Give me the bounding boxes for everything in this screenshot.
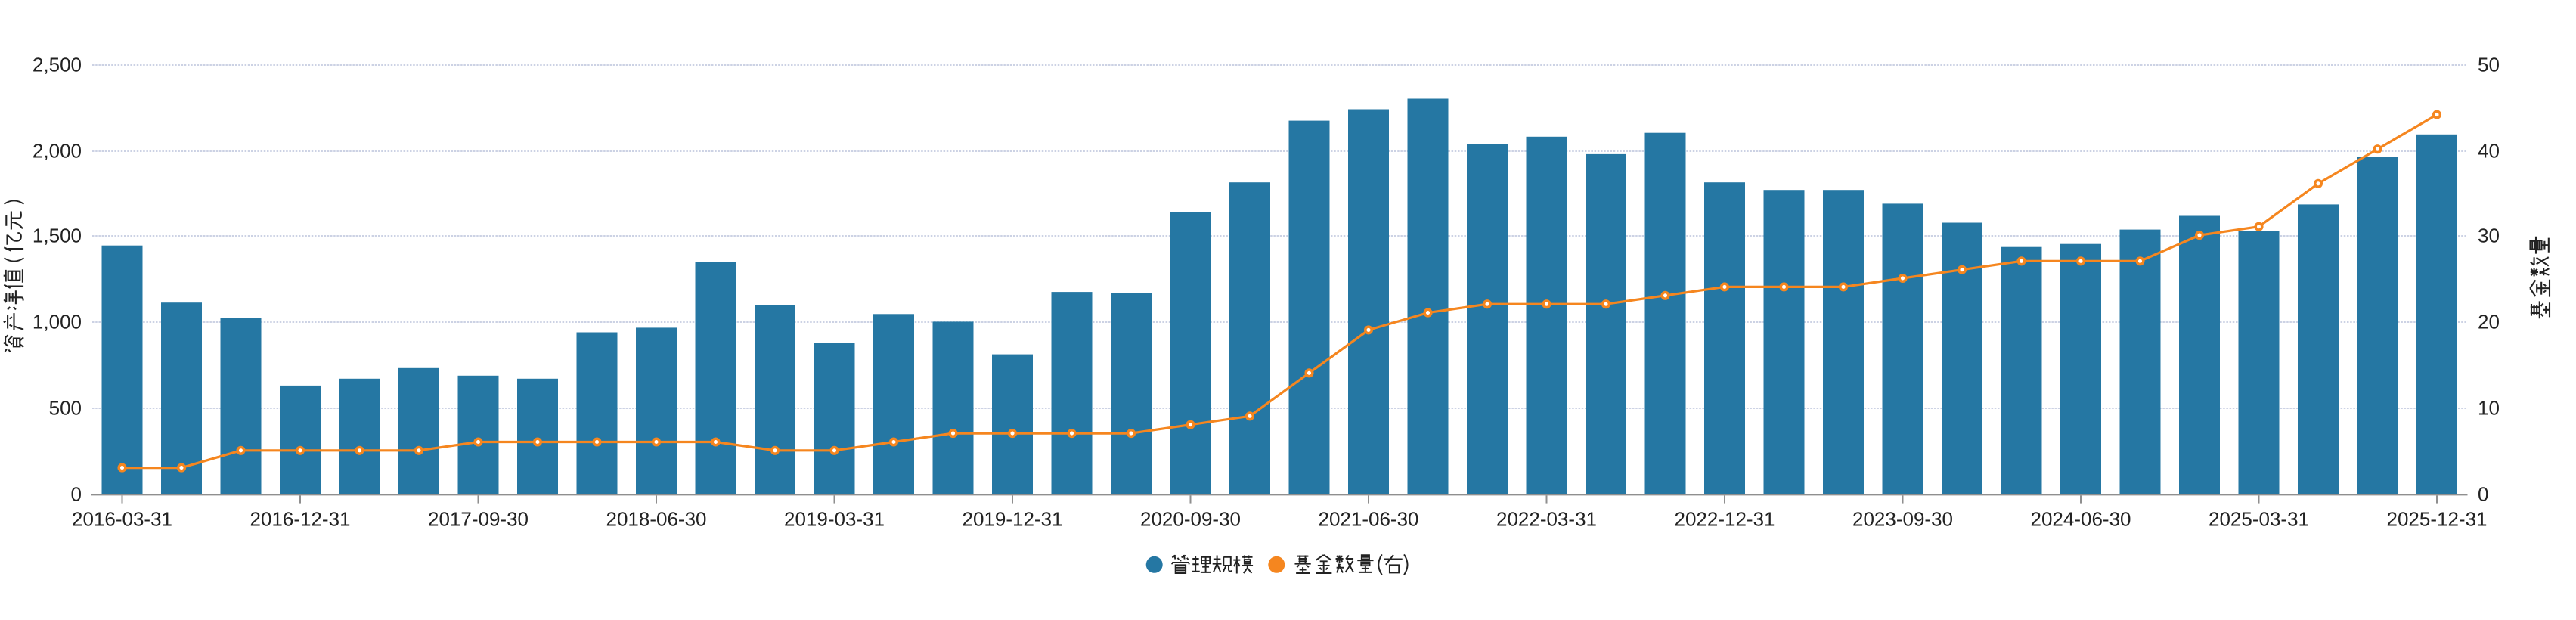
svg-text:2017-09-30: 2017-09-30	[428, 508, 529, 531]
svg-text:40: 40	[2478, 139, 2500, 162]
svg-text:2019-12-31: 2019-12-31	[963, 508, 1063, 531]
svg-text:2025-03-31: 2025-03-31	[2209, 508, 2309, 531]
svg-text:2022-12-31: 2022-12-31	[1675, 508, 1775, 531]
svg-text:50: 50	[2478, 53, 2500, 76]
svg-text:2024-06-30: 2024-06-30	[2031, 508, 2131, 531]
svg-text:2021-06-30: 2021-06-30	[1319, 508, 1419, 531]
svg-text:2023-09-30: 2023-09-30	[1852, 508, 1953, 531]
svg-text:0: 0	[2478, 482, 2488, 505]
svg-text:2,000: 2,000	[33, 139, 82, 162]
svg-text:20: 20	[2478, 310, 2500, 333]
svg-text:1,500: 1,500	[33, 224, 82, 246]
svg-text:2025-12-31: 2025-12-31	[2387, 508, 2488, 531]
svg-text:500: 500	[49, 396, 82, 419]
svg-text:10: 10	[2478, 396, 2500, 419]
svg-text:2016-03-31: 2016-03-31	[72, 508, 172, 531]
svg-text:2018-06-30: 2018-06-30	[606, 508, 707, 531]
svg-text:2020-09-30: 2020-09-30	[1140, 508, 1241, 531]
svg-text:2016-12-31: 2016-12-31	[250, 508, 351, 531]
svg-text:2,500: 2,500	[33, 53, 82, 76]
svg-text:2019-03-31: 2019-03-31	[784, 508, 885, 531]
svg-text:30: 30	[2478, 224, 2500, 246]
svg-text:2022-03-31: 2022-03-31	[1496, 508, 1597, 531]
svg-text:0: 0	[71, 482, 82, 505]
svg-text:1,000: 1,000	[33, 310, 82, 333]
